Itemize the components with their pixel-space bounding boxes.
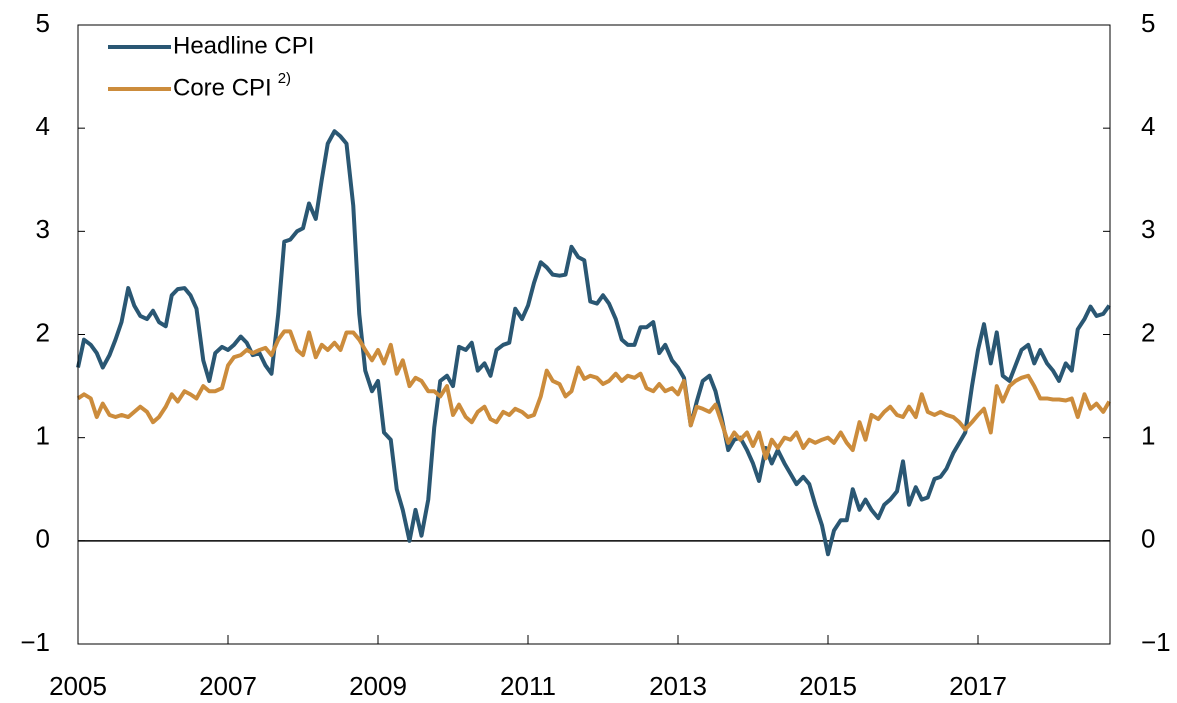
y-tick-label: 5 (36, 8, 50, 38)
x-tick-label: 2009 (349, 671, 407, 701)
plot-frame (77, 24, 1111, 645)
y2-tick-label: −1 (1141, 627, 1171, 657)
y2-tick-label: 1 (1141, 421, 1155, 451)
y-tick-label: 3 (36, 214, 50, 244)
x-tick-label: 2015 (799, 671, 857, 701)
y2-tick-label: 4 (1141, 111, 1155, 141)
legend-label: Core CPI (173, 74, 272, 101)
y2-tick-label: 5 (1141, 8, 1155, 38)
y2-tick-label: 0 (1141, 524, 1155, 554)
series-line (76, 329, 1111, 461)
y-tick-label: 1 (36, 421, 50, 451)
y-tick-label: −1 (20, 627, 50, 657)
y-tick-label: 4 (36, 111, 50, 141)
x-tick-label: 2007 (199, 671, 257, 701)
y2-tick-label: 3 (1141, 214, 1155, 244)
x-tick-label: 2013 (649, 671, 707, 701)
y2-tick-label: 2 (1141, 317, 1155, 347)
x-tick-label: 2011 (500, 671, 556, 701)
x-tick-label: 2017 (949, 671, 1007, 701)
x-tick-label: 2005 (49, 671, 107, 701)
legend-label: Headline CPI (173, 32, 314, 59)
y-tick-label: 2 (36, 317, 50, 347)
legend-note: 2) (278, 70, 291, 87)
series-line (76, 129, 1111, 557)
y-tick-label: 0 (36, 524, 50, 554)
